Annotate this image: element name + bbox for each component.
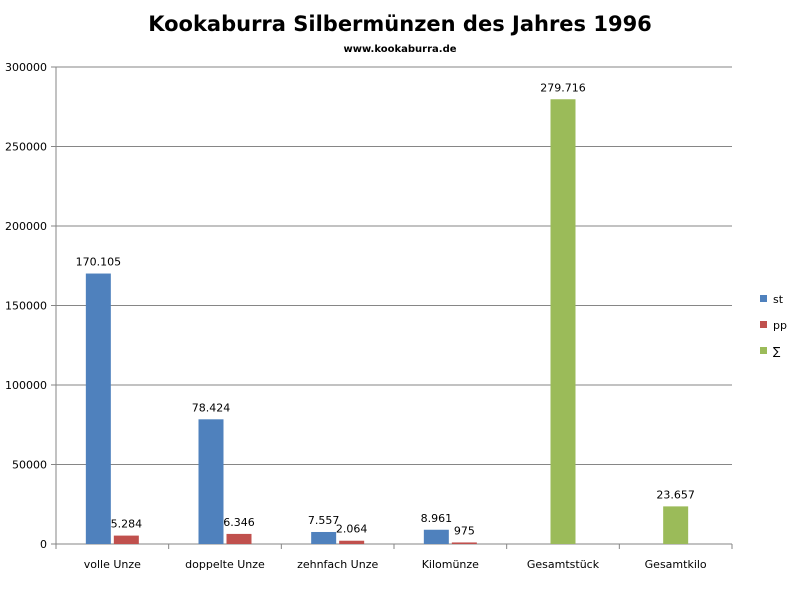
y-tick-label: 250000 [5, 141, 47, 154]
legend-swatch [760, 321, 767, 328]
data-label: 78.424 [192, 401, 231, 414]
data-label: 279.716 [540, 81, 586, 94]
gridlines [56, 66, 732, 545]
data-label: 5.284 [111, 518, 143, 531]
category-label: Gesamtkilo [645, 558, 707, 571]
chart-title: Kookaburra Silbermünzen des Jahres 1996 [148, 12, 652, 36]
bar-st [423, 529, 449, 544]
category-label: doppelte Unze [185, 558, 265, 571]
data-label: 23.657 [656, 488, 695, 501]
y-tick-label: 300000 [5, 61, 47, 74]
category-label: Gesamtstück [527, 558, 600, 571]
data-label: 2.064 [336, 523, 368, 536]
bar-st [198, 419, 224, 544]
legend: st pp ∑ [760, 293, 787, 358]
data-label: 975 [454, 524, 475, 537]
y-tick-label: 0 [40, 538, 47, 551]
data-label: 8.961 [421, 512, 453, 525]
legend-label: pp [773, 319, 787, 332]
category-label: volle Unze [84, 558, 141, 571]
x-axis: volle Unze doppelte Unze zehnfach Unze Kilo… [55, 544, 733, 571]
y-axis: 0 50000 100000 150000 200000 250000 300000 [5, 61, 57, 551]
bars [85, 99, 689, 544]
category-label: zehnfach Unze [297, 558, 378, 571]
legend-label: st [773, 293, 784, 306]
bar-st [311, 531, 337, 544]
category-label: Kilomünze [422, 558, 479, 571]
bar-pp [451, 542, 477, 544]
bar-st [85, 273, 111, 544]
bar-pp [113, 535, 139, 544]
bar-pp [339, 540, 365, 544]
y-tick-label: 100000 [5, 379, 47, 392]
chart-subtitle: www.kookaburra.de [343, 44, 457, 55]
bar-sum [550, 99, 576, 544]
y-tick-label: 50000 [12, 459, 47, 472]
bar-sum [663, 506, 689, 544]
data-label: 7.557 [308, 514, 340, 527]
bar-pp [226, 533, 252, 544]
y-tick-label: 200000 [5, 220, 47, 233]
data-labels: 170.105 78.424 7.557 8.961 5.284 6.346 2.064 97… [76, 81, 695, 537]
legend-swatch [760, 295, 767, 302]
data-label: 170.105 [76, 256, 122, 269]
data-label: 6.346 [223, 516, 255, 529]
legend-label: ∑ [773, 345, 781, 358]
legend-swatch [760, 347, 767, 354]
y-tick-label: 150000 [5, 300, 47, 313]
